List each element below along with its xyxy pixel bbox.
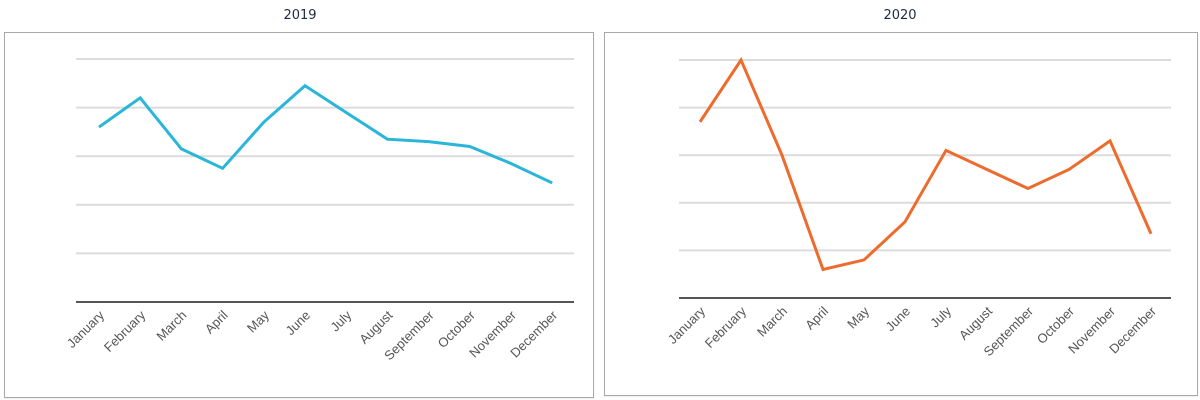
x-tick-label: June <box>283 308 314 339</box>
chart-frame <box>604 32 1198 396</box>
chart-panel-2020: 2020 January February March April May June Jul… <box>600 0 1200 400</box>
x-tick-label: May <box>844 303 872 331</box>
x-tick-label: July <box>327 307 354 334</box>
x-tick-label: March <box>153 308 189 344</box>
x-tick-label: August <box>956 303 995 342</box>
x-tick-label: July <box>927 303 954 330</box>
x-tick-label: February <box>702 303 750 351</box>
x-tick-label: March <box>754 304 790 340</box>
chart-title: 2020 <box>883 8 917 23</box>
chart-frame <box>4 32 594 398</box>
x-tick-label: February <box>101 307 149 355</box>
x-tick-label: May <box>244 307 272 335</box>
x-tick-label: April <box>802 303 831 332</box>
series-line-2020 <box>698 56 1153 272</box>
chart-title: 2019 <box>283 8 317 23</box>
x-tick-label: April <box>202 307 231 336</box>
chart-panel-2019: 2019 January February March April May June Jul… <box>4 8 594 398</box>
x-tick-label: August <box>356 307 395 346</box>
series-line-2019 <box>98 83 553 185</box>
x-tick-label: June <box>883 304 914 335</box>
